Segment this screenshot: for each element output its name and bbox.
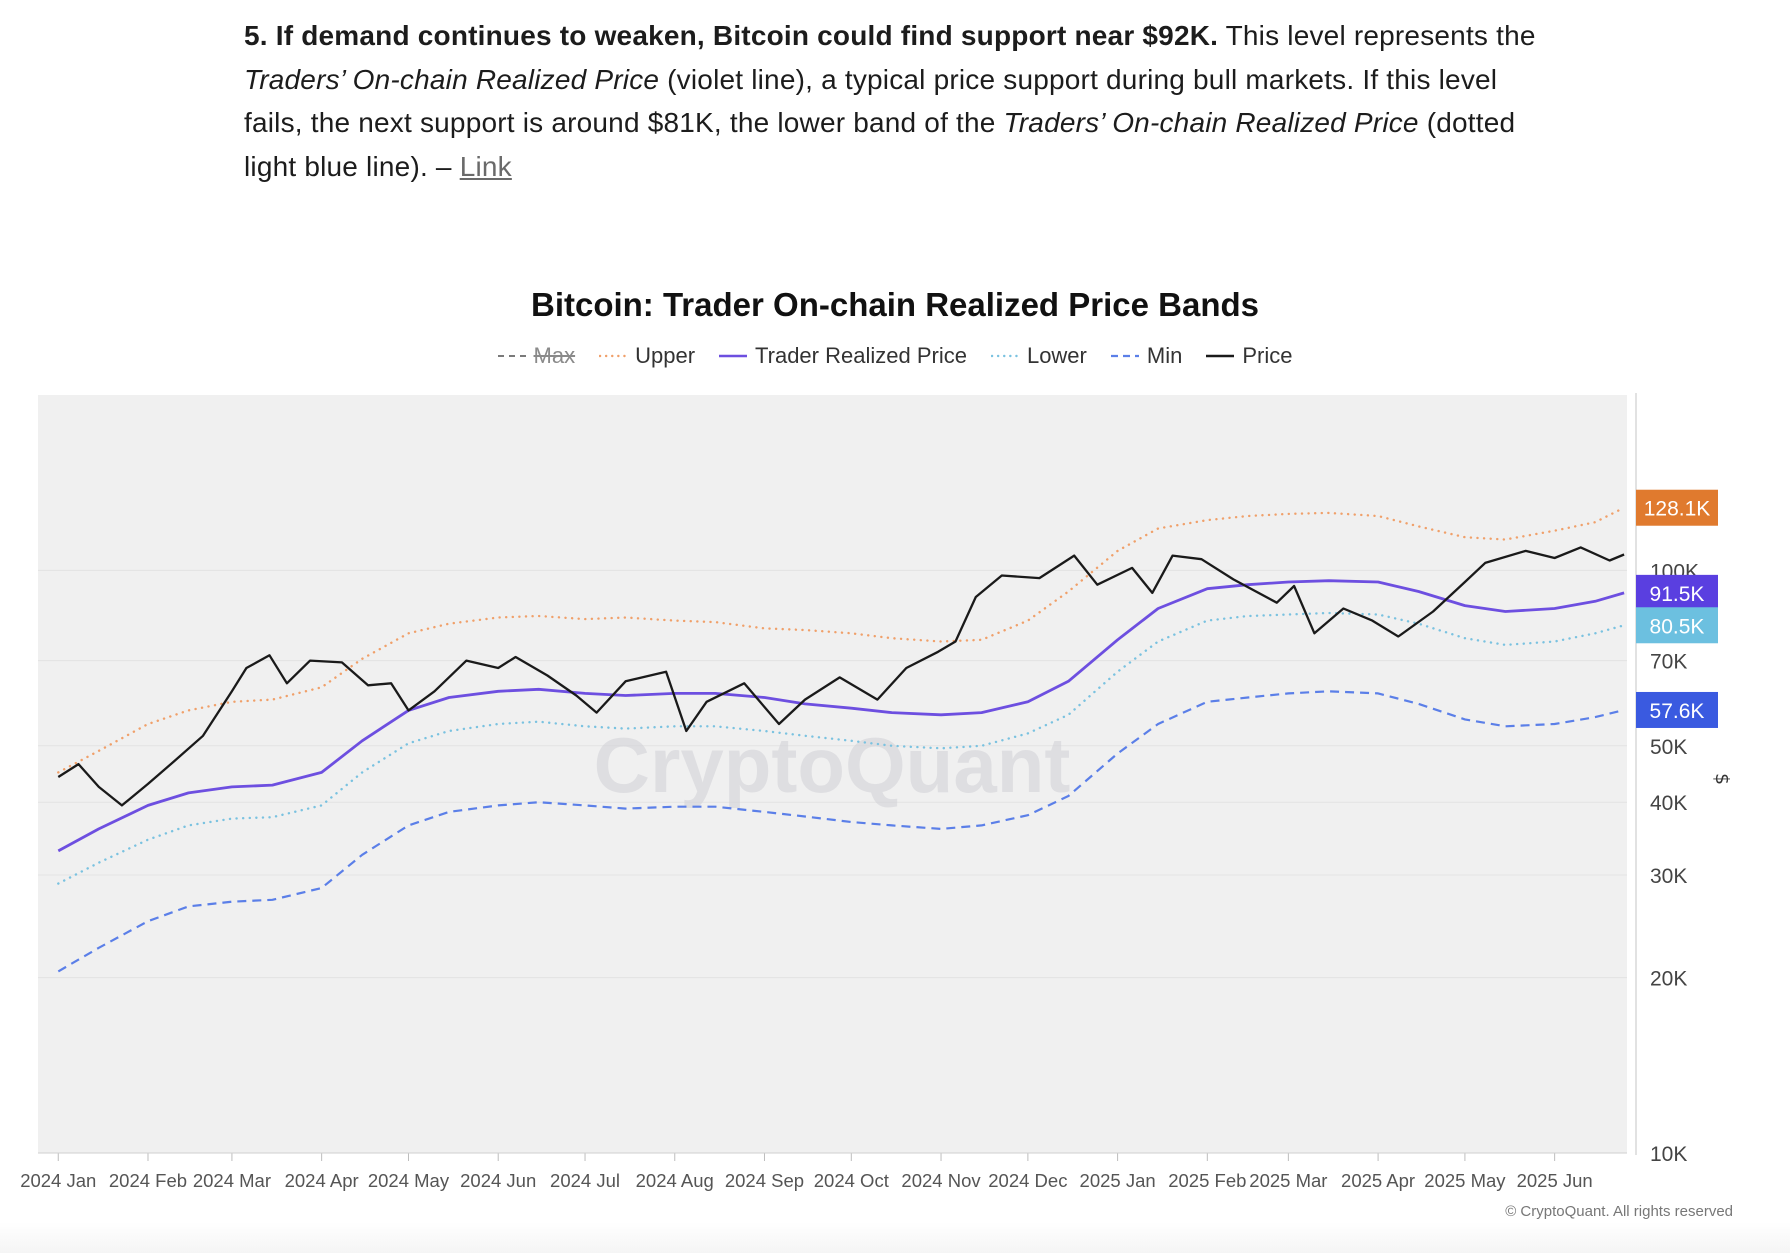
x-tick-label: 2025 Apr	[1341, 1170, 1415, 1191]
legend-label-price: Price	[1242, 343, 1293, 368]
series-line-lower	[57, 611, 1626, 885]
end-label-text: 128.1K	[1644, 498, 1711, 521]
x-tick-label: 2024 May	[368, 1170, 450, 1191]
chart-legend: Max Upper Trader Realized Price Lower Mi…	[0, 343, 1790, 369]
y-tick-label: 30K	[1650, 865, 1687, 888]
article-text-2: (violet line), a typical price support d…	[244, 63, 1498, 139]
y-tick-label: 10K	[1650, 1143, 1687, 1166]
legend-item-max[interactable]: Max	[497, 343, 576, 369]
x-tick-label: 2024 Jul	[550, 1170, 620, 1191]
legend-item-upper[interactable]: Upper	[599, 343, 695, 369]
legend-swatch-min	[1110, 354, 1139, 358]
legend-label-lower: Lower	[1026, 343, 1087, 368]
x-tick-label: 2024 Apr	[285, 1170, 359, 1191]
end-label-box	[1636, 607, 1718, 644]
legend-label-max: Max	[533, 343, 576, 368]
legend-item-lower[interactable]: Lower	[990, 343, 1087, 369]
legend-label-min: Min	[1146, 343, 1183, 368]
copyright-text: © CryptoQuant. All rights reserved	[1505, 1203, 1733, 1220]
x-tick-label: 2024 Nov	[901, 1170, 981, 1191]
article-emphasis-2: Traders’ On-chain Realized Price	[1003, 107, 1419, 138]
series-line-price	[57, 546, 1625, 807]
legend-item-min[interactable]: Min	[1110, 343, 1183, 369]
article-paragraph: 5. If demand continues to weaken, Bitcoi…	[244, 14, 1544, 188]
x-tick-label: 2025 Jan	[1080, 1170, 1156, 1191]
y-tick-label: 50K	[1650, 736, 1687, 759]
x-tick-label: 2024 Aug	[636, 1170, 714, 1191]
end-label-min: 57.6K	[1636, 691, 1718, 728]
dollar-icon: $	[1711, 773, 1733, 785]
legend-label-trader-realized-price: Trader Realized Price	[755, 343, 967, 368]
end-label-box	[1636, 574, 1718, 611]
article-link[interactable]: Link	[459, 150, 512, 182]
x-tick-label: 2024 Sep	[725, 1170, 804, 1191]
legend-swatch-trader-realized-price	[719, 354, 748, 358]
y-tick-label: 70K	[1650, 651, 1687, 674]
legend-swatch-max	[497, 355, 526, 357]
x-tick-label: 2024 Jan	[20, 1170, 96, 1191]
end-label-trader-realized-price: 91.5K	[1636, 574, 1718, 611]
legend-swatch-lower	[990, 354, 1019, 358]
x-tick-label: 2025 Feb	[1168, 1170, 1246, 1191]
article-emphasis-1: Traders’ On-chain Realized Price	[244, 63, 660, 95]
legend-swatch-upper	[599, 354, 628, 358]
x-tick-label: 2024 Jun	[460, 1170, 536, 1191]
series-line-min	[57, 690, 1625, 973]
article-text-1: This level represents the	[1218, 20, 1536, 51]
end-label-text: 57.6K	[1650, 700, 1705, 723]
legend-item-trader-realized-price[interactable]: Trader Realized Price	[719, 343, 967, 369]
x-tick-label: 2024 Dec	[988, 1170, 1067, 1191]
series-line-trader-realized-price	[57, 579, 1625, 853]
end-label-upper: 128.1K	[1636, 489, 1718, 526]
legend-label-upper: Upper	[635, 343, 696, 368]
end-label-box	[1636, 691, 1718, 728]
y-tick-label: 40K	[1650, 792, 1687, 815]
x-tick-label: 2025 Mar	[1249, 1170, 1327, 1191]
article-heading: 5. If demand continues to weaken, Bitcoi…	[244, 20, 1219, 51]
end-label-box	[1636, 489, 1718, 526]
page-footer-strip	[0, 1222, 1790, 1253]
article-text-3: (dotted light blue line). –	[244, 107, 1516, 182]
legend-swatch-price	[1206, 354, 1235, 358]
y-tick-label: 20K	[1650, 968, 1687, 991]
legend-item-price[interactable]: Price	[1206, 343, 1292, 369]
x-tick-label: 2024 Mar	[193, 1170, 271, 1191]
end-label-text: 80.5K	[1650, 615, 1705, 638]
end-label-text: 91.5K	[1650, 583, 1705, 606]
end-label-lower: 80.5K	[1636, 607, 1718, 644]
x-tick-label: 2025 May	[1424, 1170, 1506, 1191]
watermark-text: CryptoQuant	[594, 721, 1071, 809]
x-tick-label: 2024 Oct	[814, 1170, 889, 1191]
plot-background	[38, 395, 1627, 1153]
x-tick-label: 2025 Jun	[1517, 1170, 1593, 1191]
x-tick-label: 2024 Feb	[109, 1170, 187, 1191]
chart-title: Bitcoin: Trader On-chain Realized Price …	[530, 286, 1259, 323]
